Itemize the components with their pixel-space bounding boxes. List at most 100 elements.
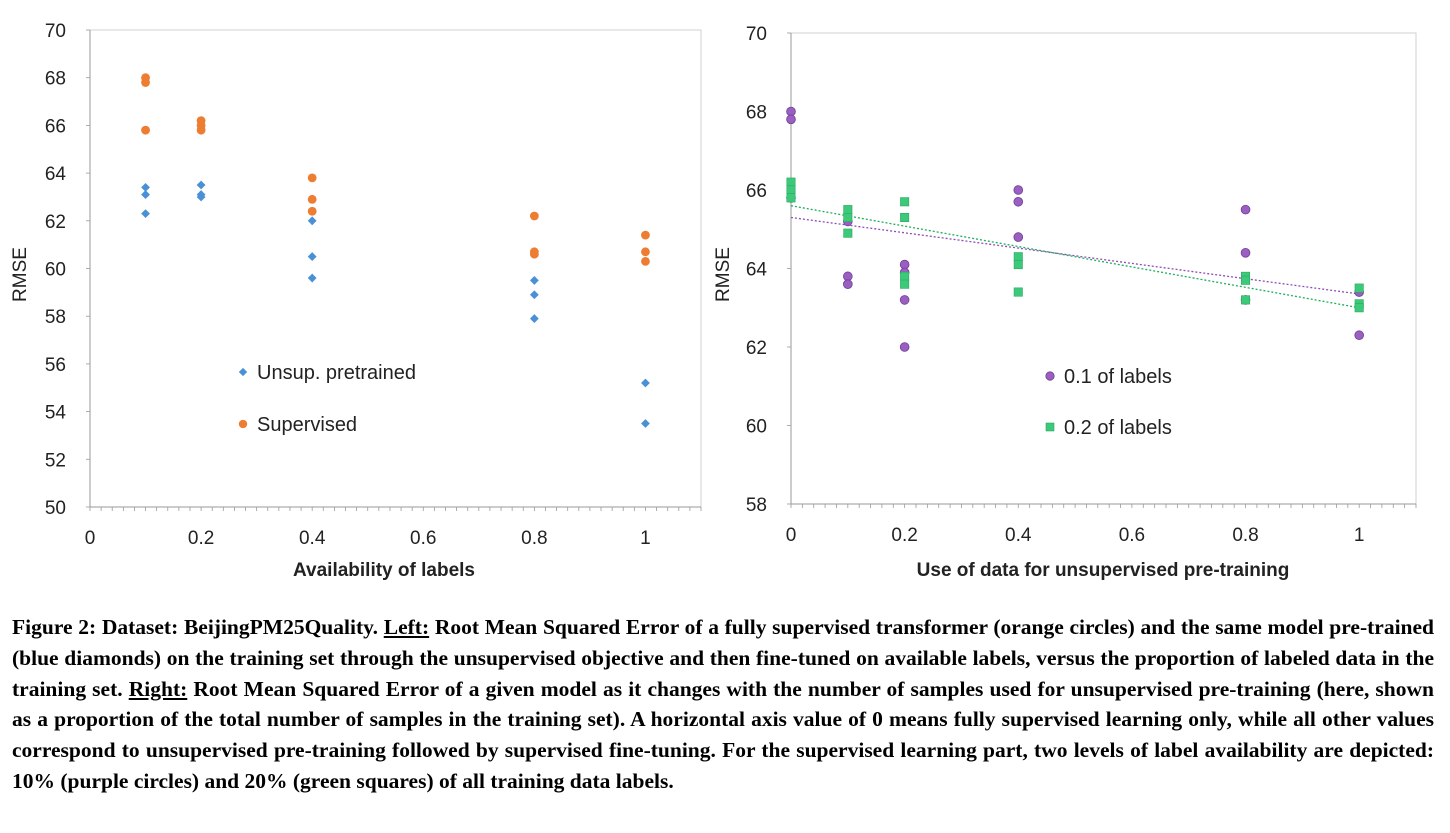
right-chart-x-tick-label: 0.2 (891, 525, 917, 546)
left-chart-x-tick-label: 0.2 (188, 528, 214, 549)
right-chart-x-tick-label: 0.8 (1232, 525, 1258, 546)
right-chart-x-tick-label: 0.6 (1119, 525, 1145, 546)
left-chart-series2-point (307, 173, 317, 183)
right-chart-series1-point (899, 342, 910, 352)
right-chart-series2-point (900, 271, 910, 281)
caption-part1: Figure 2: Dataset: BeijingPM25Quality. (12, 615, 384, 639)
left-chart-legend-label-2: Supervised (257, 414, 357, 436)
left-chart-series2-point (641, 230, 650, 240)
right-chart-series2-point (1354, 303, 1364, 313)
right-chart-series1-point (1354, 330, 1364, 341)
right-chart-x-tick-label: 1 (1354, 525, 1365, 546)
right-chart-legend-marker-1 (1045, 371, 1055, 381)
left-chart-series1-point (307, 252, 317, 261)
left-chart-x-tick-label: 0 (85, 528, 96, 549)
left-chart-y-tick-label: 52 (45, 450, 66, 471)
right-chart-x-tick-label: 0 (786, 525, 797, 546)
left-chart-y-tick-label: 62 (45, 212, 66, 233)
left-chart-series2-point (196, 125, 206, 135)
left-chart-series2-point (529, 211, 539, 221)
left-chart-x-tick-label: 1 (640, 528, 651, 549)
right-chart-series2-point (1241, 275, 1251, 285)
left-chart-series1-point (641, 378, 650, 388)
left-chart-series1-point (141, 183, 150, 192)
figure-charts: 50 52 54 56 58 60 62 64 66 68 70 0 0.2 0.4 0.6 0.8 1 Avai… (10, 21, 1417, 581)
left-chart-series2-point (641, 247, 650, 257)
left-chart-series1-point (641, 419, 650, 428)
left-chart-y-axis-title: RMSE (10, 247, 31, 302)
right-chart-series1-point (1240, 204, 1251, 215)
right-chart-series2-point (1013, 260, 1023, 270)
figure-caption: Figure 2: Dataset: BeijingPM25Quality. L… (12, 612, 1434, 797)
left-chart-series2-point (641, 256, 650, 266)
left-chart-x-axis-title: Availability of labels (293, 560, 475, 581)
left-chart-series1-point (529, 276, 539, 285)
left-chart-series2-point (141, 78, 150, 87)
caption-right-label: Right: (128, 676, 188, 701)
right-chart-series2-point (786, 177, 796, 187)
right-chart-y-tick-label: 60 (746, 417, 767, 438)
right-chart-series1-point (1013, 185, 1024, 195)
right-chart-series2-point (900, 279, 910, 289)
right-chart-legend-marker-2 (1045, 422, 1055, 432)
right-chart-y-tick-label: 62 (746, 338, 767, 359)
left-chart-series1-point (196, 192, 206, 202)
left-chart-y-tick-label: 56 (45, 355, 66, 376)
left-chart-series1-point (529, 314, 539, 323)
right-chart-series2-point (843, 228, 853, 238)
left-chart-series2-point (307, 194, 317, 204)
right-chart-series2-point (1013, 252, 1023, 262)
right-chart-y-axis-title: RMSE (713, 247, 734, 302)
left-chart-legend-marker-2 (238, 419, 248, 429)
right-chart-trendline-2 (790, 205, 1360, 309)
left-chart-x-tick-label: 0.6 (410, 528, 436, 549)
left-chart-y-tick-label: 60 (45, 260, 66, 281)
right-chart-series1-point (1240, 248, 1251, 258)
right-chart-series2-point (843, 205, 853, 215)
right-chart-series2-point (1354, 283, 1364, 293)
left-chart-y-tick-label: 68 (45, 69, 66, 90)
left-chart-y-tick-label: 50 (45, 498, 66, 519)
caption-part3: Root Mean Squared Error of a given model… (12, 676, 1434, 793)
right-chart-series2-point (1013, 287, 1023, 297)
left-chart-y-tick-label: 66 (45, 116, 66, 137)
left-chart-series1-point (141, 209, 150, 219)
right-chart-legend-label-1: 0.1 of labels (1064, 366, 1172, 388)
left-chart-series1-point (196, 180, 206, 190)
left-chart-legend-label-1: Unsup. pretrained (257, 362, 416, 384)
left-chart-series1-point (141, 190, 150, 199)
right-chart-series1-point (1013, 196, 1024, 207)
right-chart-series2-point (843, 212, 853, 222)
left-chart-series1-point (307, 273, 317, 283)
right-chart-series2-point (900, 197, 910, 207)
left-chart-y-tick-label: 64 (45, 164, 67, 185)
right-chart-series1-point (1013, 232, 1024, 242)
left-chart-y-tick-label: 58 (45, 307, 66, 328)
left-chart-plot-frame (89, 29, 702, 508)
right-chart-y-tick-label: 64 (746, 260, 768, 281)
right-chart-y-tick-label: 70 (746, 24, 767, 45)
right-chart-series2-point (786, 193, 796, 203)
left-chart-y-tick-label: 70 (45, 21, 66, 42)
right-chart-series1-point (786, 114, 796, 125)
right-chart-series2-point (786, 185, 796, 195)
right-chart-y-tick-label: 58 (746, 495, 767, 516)
left-chart-series1-point (307, 216, 317, 226)
right-chart-x-axis-title: Use of data for unsupervised pre-trainin… (917, 560, 1290, 581)
left-chart-series2-point (141, 125, 150, 135)
right-chart-y-tick-label: 68 (746, 103, 767, 124)
right-chart-y-tick-label: 66 (746, 181, 767, 202)
left-chart-series1-point (529, 290, 539, 300)
left-chart-x-tick-label: 0.8 (521, 528, 547, 549)
right-chart-series2-point (1241, 295, 1251, 305)
right-chart-trendline-1 (790, 216, 1360, 295)
right-chart-series1-point (843, 279, 853, 290)
left-chart-series2-point (529, 249, 539, 259)
right-chart-series1-point (899, 295, 910, 305)
caption-left-label: Left: (383, 615, 430, 639)
left-chart-y-tick-label: 54 (45, 403, 67, 424)
right-chart-legend-label-2: 0.2 of labels (1064, 417, 1172, 439)
left-chart-x-tick-label: 0.4 (299, 528, 326, 549)
caption-part2: Root Mean Squared Error of a fully super… (12, 615, 1434, 701)
left-chart-legend-marker-1 (238, 367, 248, 377)
